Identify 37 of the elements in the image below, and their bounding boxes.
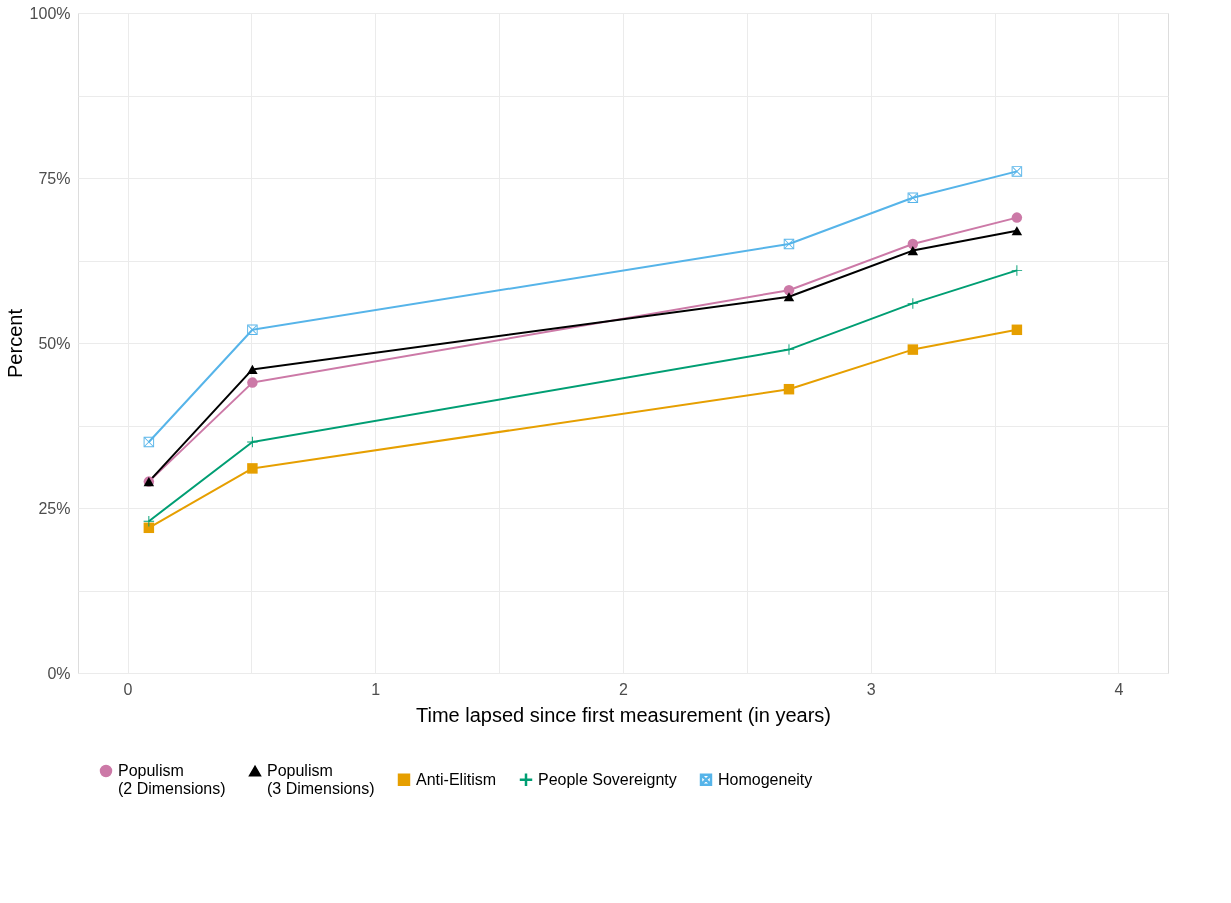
point [783,238,795,250]
y-axis-title: Percent [3,308,26,378]
point [143,515,155,527]
point [907,344,919,355]
point [247,463,258,474]
y-tick-label: 75% [38,169,71,187]
x-axis-title: Time lapsed since first measurement (in years) [416,703,831,726]
legend-label: Homogeneity [718,770,813,788]
point [907,246,919,256]
y-tick-label: 50% [38,334,71,352]
legend-label: Populism (2 Dimensions) [118,762,226,797]
y-tick-label: 100% [29,4,71,22]
x-tick-label: 4 [1114,680,1124,698]
point [783,284,795,296]
x-tick-label: 2 [619,680,629,698]
y-tick-label: 0% [47,664,71,682]
point [783,383,795,395]
point [247,324,258,336]
legend-label: People Sovereignty [538,770,677,788]
point [1011,324,1023,336]
point [1011,265,1023,276]
y-tick-label: 25% [38,499,71,517]
x-tick-label: 0 [123,680,133,698]
point [1011,226,1023,236]
point [907,238,919,250]
x-tick-label: 1 [371,680,381,698]
point [247,364,258,374]
legend-label: Populism (3 Dimensions) [267,762,375,797]
x-tick-label: 3 [866,680,876,698]
point [783,292,795,302]
point [907,298,919,309]
point [1011,166,1023,177]
point [1011,212,1023,223]
point [143,436,155,448]
point [247,377,258,388]
point [907,192,919,204]
legend-label: Anti-Elitism [416,770,497,788]
